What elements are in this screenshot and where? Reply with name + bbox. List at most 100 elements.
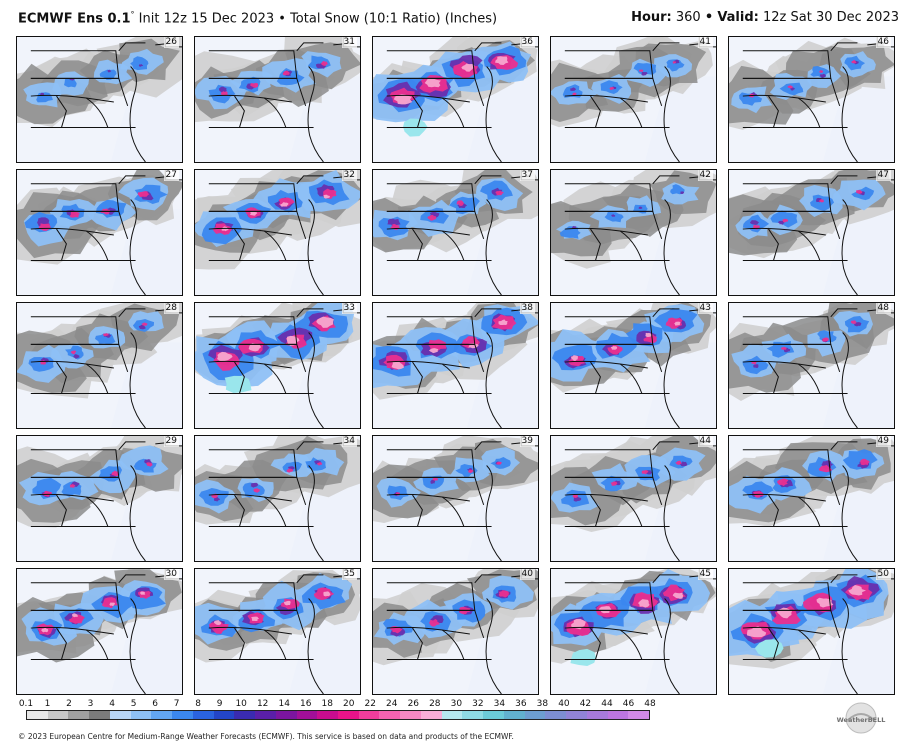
colorbar-segment xyxy=(68,711,90,719)
colorbar-segment xyxy=(130,711,152,719)
snowfall-map xyxy=(373,569,538,694)
colorbar-segment xyxy=(462,711,484,719)
valid-time: Hour: 360 • Valid: 12z Sat 30 Dec 2023 xyxy=(631,10,899,25)
colorbar-tick-label: 36 xyxy=(515,699,527,709)
ensemble-member-panel: 40 xyxy=(372,568,539,695)
colorbar-segment xyxy=(151,711,173,719)
ensemble-member-panel: 34 xyxy=(194,435,361,562)
snowfall-map xyxy=(373,436,538,561)
ensemble-member-number: 49 xyxy=(875,436,891,447)
colorbar-tick-label: 6 xyxy=(152,699,158,709)
ensemble-member-panel: 29 xyxy=(16,435,183,562)
colorbar-segment xyxy=(503,711,525,719)
colorbar-tick-label: 30 xyxy=(450,699,463,709)
colorbar-tick-label: 16 xyxy=(299,699,312,709)
snowfall-map xyxy=(195,170,360,295)
run-description: Init 12z 15 Dec 2023 • Total Snow (10:1 … xyxy=(138,11,498,27)
colorbar-tick-label: 7 xyxy=(173,699,180,709)
colorbar-tick-label: 32 xyxy=(472,699,484,709)
ensemble-member-panel: 39 xyxy=(372,435,539,562)
weatherbell-logo: WeatherBELL xyxy=(826,700,896,736)
ensemble-member-panel: 37 xyxy=(372,169,539,296)
snowfall-map xyxy=(195,436,360,561)
ensemble-member-number: 40 xyxy=(519,569,535,580)
snowfall-map xyxy=(551,303,716,428)
colorbar-tick-label: 0.1 xyxy=(18,699,34,709)
snowfall-map xyxy=(551,170,716,295)
snowfall-map xyxy=(551,37,716,162)
snowfall-map xyxy=(729,569,894,694)
ensemble-member-number: 41 xyxy=(697,37,713,48)
ensemble-member-number: 35 xyxy=(341,569,357,580)
ensemble-member-number: 27 xyxy=(163,170,179,181)
ensemble-member-panel: 41 xyxy=(550,36,717,163)
ensemble-member-number: 43 xyxy=(697,303,713,314)
colorbar-tick-label: 44 xyxy=(601,699,613,709)
ensemble-member-panel: 49 xyxy=(728,435,895,562)
colorbar-segment xyxy=(192,711,214,719)
ensemble-member-panel: 45 xyxy=(550,568,717,695)
colorbar-segment xyxy=(358,711,380,719)
snowfall-map xyxy=(729,436,894,561)
ensemble-member-panel: 27 xyxy=(16,169,183,296)
colorbar-tick-label: 20 xyxy=(343,699,355,709)
ensemble-member-number: 44 xyxy=(697,436,713,447)
snowfall-map xyxy=(729,303,894,428)
ensemble-member-number: 29 xyxy=(163,436,179,447)
colorbar-tick-label: 34 xyxy=(493,699,506,709)
snowfall-map xyxy=(373,170,538,295)
ensemble-member-panel: 30 xyxy=(16,568,183,695)
ensemble-member-panel: 43 xyxy=(550,302,717,429)
colorbar-segment xyxy=(400,711,421,719)
colorbar-tick-label: 2 xyxy=(66,699,72,709)
ensemble-member-panel: 50 xyxy=(728,568,895,695)
snowfall-map xyxy=(195,37,360,162)
colorbar-segment xyxy=(607,711,629,719)
ensemble-member-number: 38 xyxy=(519,303,535,314)
colorbar-tick-label: 46 xyxy=(622,699,635,709)
ensemble-member-number: 42 xyxy=(697,170,713,181)
colorbar-segment xyxy=(338,711,359,719)
ensemble-member-panel: 47 xyxy=(728,169,895,296)
colorbar-tick-label: 40 xyxy=(558,699,570,709)
ensemble-member-panel: 48 xyxy=(728,302,895,429)
colorbar-tick-label: 22 xyxy=(364,699,376,709)
ensemble-member-number: 48 xyxy=(875,303,891,314)
colorbar-segment xyxy=(89,711,110,719)
colorbar-segment xyxy=(586,711,608,719)
colorbar-segment xyxy=(213,711,235,719)
snowfall-colorbar xyxy=(26,710,650,720)
ensemble-member-panel: 44 xyxy=(550,435,717,562)
ensemble-member-panel: 38 xyxy=(372,302,539,429)
colorbar-segment xyxy=(234,711,256,719)
colorbar-tick-label: 48 xyxy=(644,699,656,709)
snowfall-map xyxy=(373,303,538,428)
valid-label: Valid: xyxy=(717,10,759,25)
ensemble-member-panel: 33 xyxy=(194,302,361,429)
snowfall-map xyxy=(17,37,182,162)
map-title: ECMWF Ens 0.1° Init 12z 15 Dec 2023 • To… xyxy=(18,10,497,26)
colorbar-segment xyxy=(441,711,463,719)
ensemble-member-panel: 36 xyxy=(372,36,539,163)
map-header: ECMWF Ens 0.1° Init 12z 15 Dec 2023 • To… xyxy=(0,0,913,34)
degree-symbol: ° xyxy=(130,10,135,19)
snowfall-map xyxy=(17,303,182,428)
snowfall-map xyxy=(729,170,894,295)
colorbar-segment xyxy=(545,711,567,719)
ensemble-member-number: 26 xyxy=(163,37,179,48)
colorbar-tick-label: 8 xyxy=(195,699,201,709)
separator: • xyxy=(704,10,714,25)
ensemble-member-number: 28 xyxy=(163,303,179,314)
colorbar-tick-label: 9 xyxy=(216,699,223,709)
colorbar-tick-label: 5 xyxy=(130,699,137,709)
colorbar-tick-label: 24 xyxy=(386,699,398,709)
snowfall-map xyxy=(551,436,716,561)
colorbar-segment xyxy=(566,711,587,719)
ensemble-member-number: 31 xyxy=(341,37,357,48)
colorbar-segment xyxy=(109,711,131,719)
ensemble-member-number: 33 xyxy=(341,303,357,314)
colorbar-segment xyxy=(47,711,69,719)
logo-text: WeatherBELL xyxy=(837,716,886,724)
colorbar-tick-label: 3 xyxy=(87,699,94,709)
ensemble-member-panel: 32 xyxy=(194,169,361,296)
